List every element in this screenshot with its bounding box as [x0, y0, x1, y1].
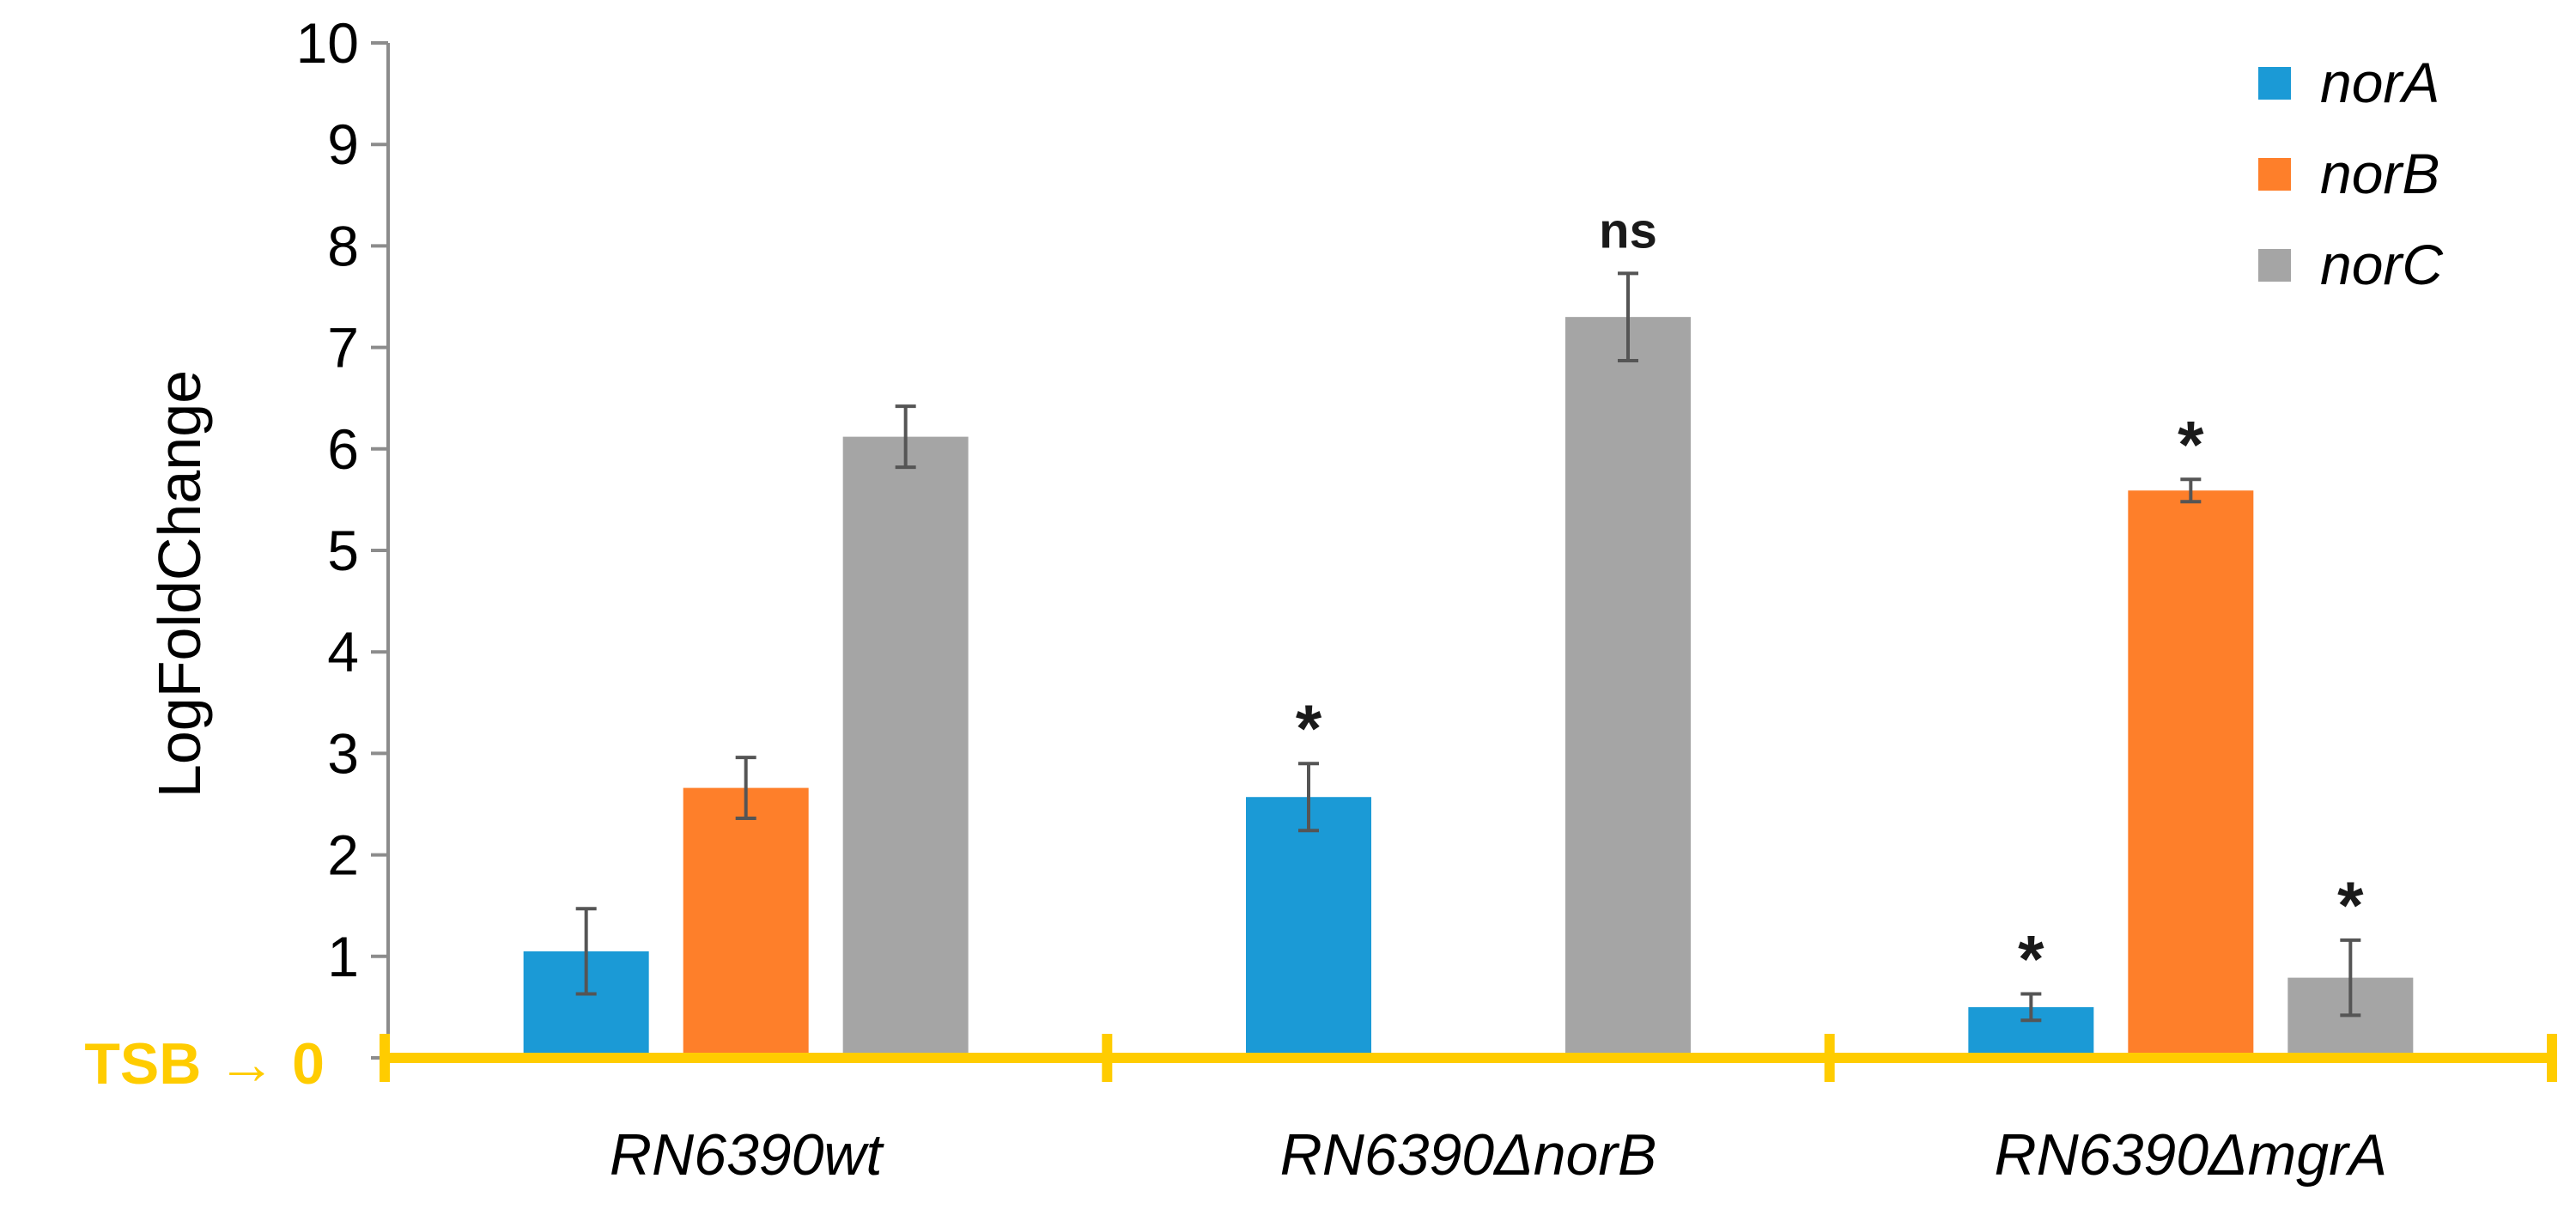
y-tick-label: 7: [327, 316, 359, 380]
y-tick-label: 4: [327, 620, 359, 683]
y-tick-label: 3: [327, 721, 359, 785]
significance-annotations: * ns * * *: [1296, 203, 2364, 996]
y-tick-label: 2: [327, 823, 359, 887]
bar-norC: [842, 436, 969, 1059]
legend-swatch-norA: [2258, 67, 2291, 100]
baseline-axis: [380, 1034, 2557, 1082]
bars: [523, 317, 2414, 1059]
bar-norC: [1565, 317, 1691, 1058]
bar-norA: [1246, 797, 1371, 1058]
baseline-label: TSB → 0: [84, 1031, 325, 1097]
y-tick-label: 10: [296, 11, 359, 75]
y-tick-label: 6: [327, 417, 359, 481]
error-bars: [575, 271, 2361, 1023]
significance-marker: *: [2018, 921, 2044, 997]
significance-marker: ns: [1599, 203, 1657, 258]
category-label: RN6390ΔnorB: [1280, 1122, 1657, 1188]
y-tick-label: 1: [327, 925, 359, 988]
category-labels: RN6390wt RN6390ΔnorB RN6390ΔmgrA: [610, 1122, 2387, 1188]
bar-norB: [2128, 490, 2254, 1058]
category-label: RN6390wt: [610, 1122, 885, 1188]
legend-swatch-norC: [2258, 249, 2291, 282]
significance-marker: *: [2178, 406, 2204, 482]
significance-marker: *: [2337, 867, 2364, 943]
y-axis: 1 2 3 4 5 6 7 8 9 10: [296, 11, 390, 1060]
y-tick-label: 9: [327, 112, 359, 176]
legend-label: norB: [2320, 142, 2439, 205]
y-tick-label: 5: [327, 519, 359, 582]
y-axis-title: LogFoldChange: [146, 370, 213, 798]
legend-swatch-norB: [2258, 158, 2291, 191]
bar-norB: [683, 787, 809, 1058]
category-label: RN6390ΔmgrA: [1995, 1122, 2388, 1188]
y-tick-label: 8: [327, 214, 359, 277]
legend-label: norA: [2320, 51, 2439, 114]
legend-label: norC: [2320, 233, 2444, 296]
legend: norA norB norC: [2258, 51, 2444, 296]
significance-marker: *: [1296, 690, 1322, 766]
